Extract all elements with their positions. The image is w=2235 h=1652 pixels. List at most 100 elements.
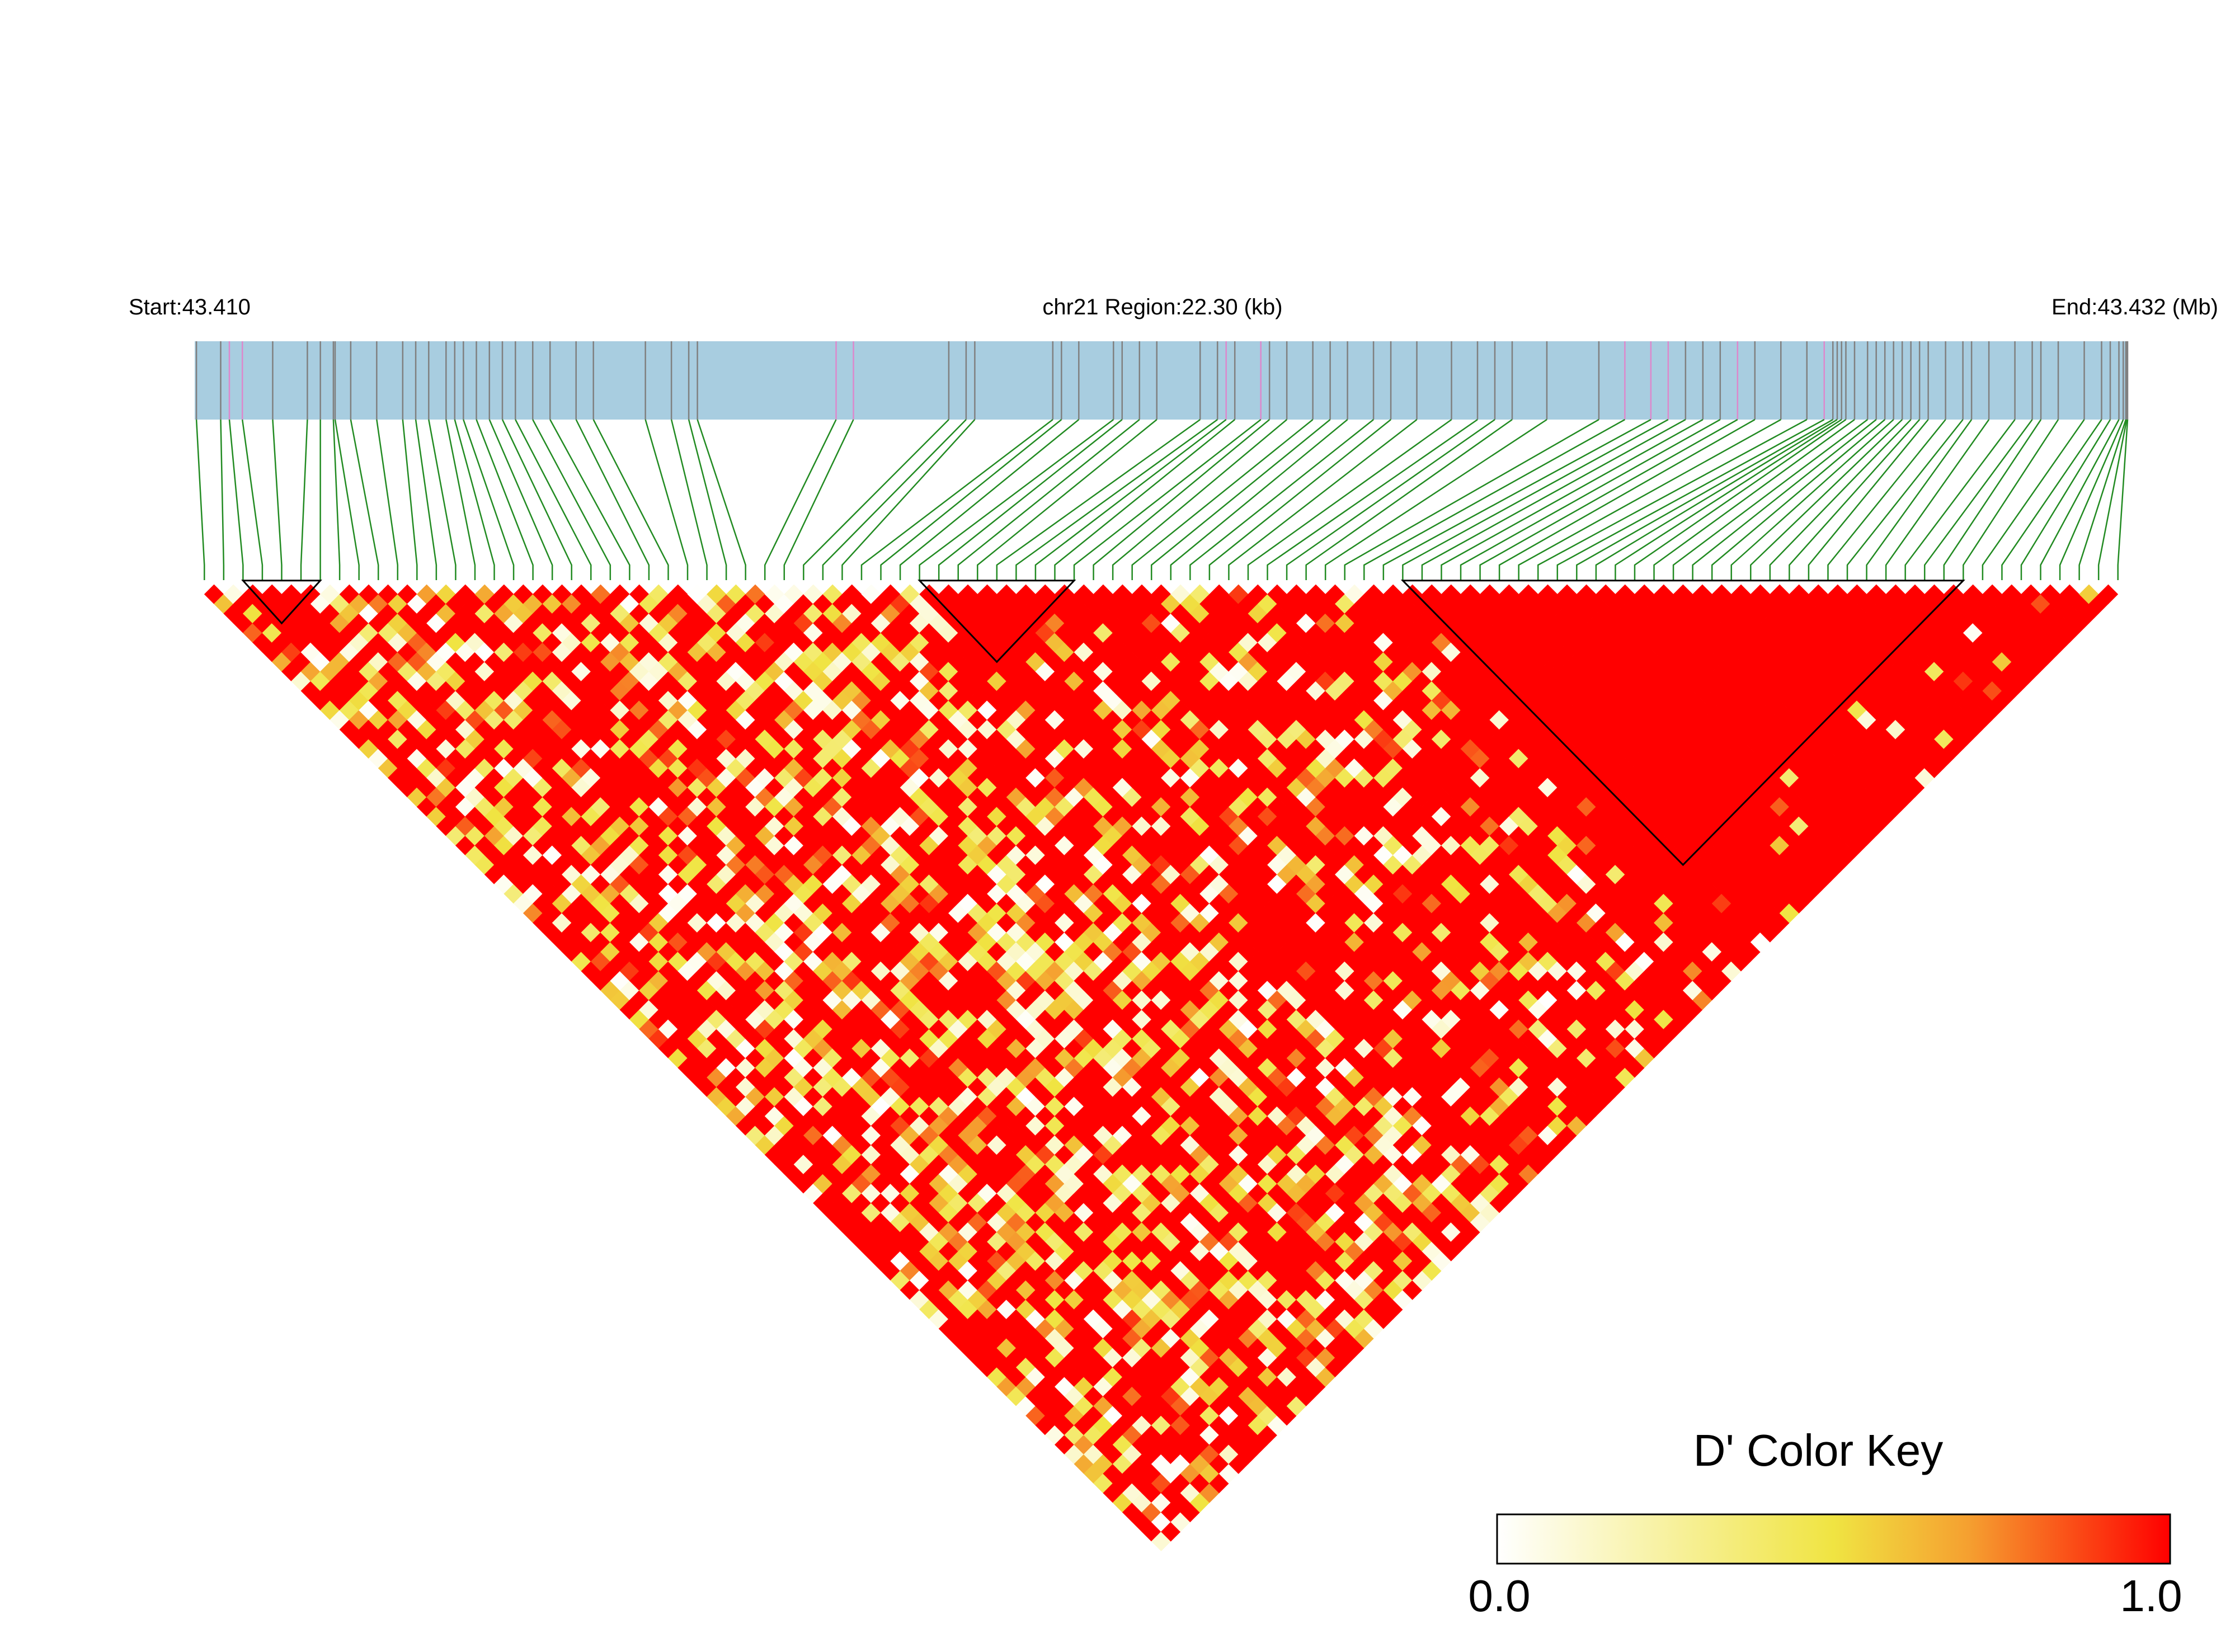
start-label: Start:43.410 [129, 295, 251, 319]
snp-connector [272, 419, 283, 580]
snp-connector [1441, 418, 1704, 580]
snp-connector [549, 419, 630, 580]
snp-connector [220, 419, 225, 580]
snp-connector [1615, 418, 1842, 580]
snp-connector [1228, 419, 1418, 580]
snp-connector [1885, 419, 1990, 580]
snp-connector [977, 419, 1158, 580]
snp-connector [1750, 419, 1903, 580]
snp-connector [1305, 418, 1513, 580]
snp-connector [1653, 418, 1855, 580]
snp-connector [1808, 419, 1929, 580]
snp-connector [334, 419, 360, 580]
snp-connector [1015, 418, 1218, 580]
snp-connector [1556, 418, 1825, 580]
snp-connector [957, 419, 1140, 580]
chromosome-track [195, 341, 2128, 420]
snp-connector [1402, 418, 1669, 580]
snp-connector [783, 419, 854, 580]
snp-connector [670, 419, 708, 580]
snp-connector [195, 419, 205, 580]
snp-connector [1479, 418, 1738, 580]
snp-connector [476, 419, 534, 580]
snp-connector [1789, 419, 1921, 580]
snp-connector [1576, 418, 1833, 580]
snp-connector [454, 419, 495, 580]
snp-connector [1866, 419, 1973, 580]
snp-connector [2078, 419, 2127, 580]
ld-heatmap [204, 584, 2119, 1551]
region-label: chr21 Region:22.30 (kb) [1042, 295, 1282, 319]
snp-connector [415, 419, 437, 580]
snp-connector [1286, 418, 1495, 580]
snp-connector [899, 419, 1080, 580]
snp-connector [376, 419, 399, 580]
snp-connector [803, 419, 949, 580]
snp-connector [822, 419, 967, 580]
snp-connector [1730, 419, 1894, 580]
snp-connector [764, 419, 837, 580]
snp-connector [2059, 419, 2124, 580]
snp-connector [1421, 418, 1686, 580]
snp-connector [300, 419, 308, 580]
snp-connector [532, 419, 611, 580]
snp-connector [428, 419, 457, 580]
snp-connector [1170, 419, 1348, 580]
snp-connector [1189, 419, 1374, 580]
snp-connector [1769, 419, 1912, 580]
snp-connector [919, 419, 1114, 580]
snp-connector [1382, 418, 1651, 580]
snp-connector [688, 419, 727, 580]
snp-connector [1247, 418, 1452, 580]
snp-connector [515, 419, 592, 580]
snp-connector [332, 419, 341, 580]
snp-connector [1460, 418, 1721, 580]
snp-connector [1537, 418, 1808, 580]
snp-connector [488, 419, 553, 580]
snp-connector [1672, 418, 1868, 580]
snp-connector [1267, 418, 1478, 580]
snp-connector [1208, 419, 1391, 580]
snp-connector [1498, 418, 1756, 580]
snp-connector [1073, 419, 1262, 580]
snp-connector [1518, 418, 1781, 580]
snp-connector [1324, 418, 1547, 580]
snp-connector [1344, 418, 1599, 580]
snp-connector [1093, 419, 1270, 580]
snp-connector [1150, 419, 1331, 580]
snp-connector-lines [195, 418, 2129, 580]
snp-connector [501, 419, 572, 580]
snp-connector [697, 419, 746, 580]
snp-ticks [195, 341, 2129, 420]
snp-connector [2020, 419, 2111, 580]
snp-connector [1034, 419, 1227, 580]
snp-connector [2040, 419, 2120, 580]
snp-connector [938, 419, 1123, 580]
snp-connector [241, 419, 264, 580]
snp-connector [445, 419, 476, 580]
snp-connector [1827, 419, 1946, 580]
snp-connector [1963, 419, 2059, 580]
snp-connector [463, 419, 515, 580]
snp-connector [1904, 419, 2016, 580]
snp-connector [575, 419, 650, 580]
snp-connector [860, 419, 1053, 580]
snp-connector [1923, 419, 2033, 580]
end-label: End:43.432 (Mb) [2052, 295, 2218, 319]
snp-connector [1711, 419, 1885, 580]
snp-connector [1982, 419, 2085, 580]
snp-connector [644, 419, 689, 580]
snp-connector [996, 418, 1201, 580]
snp-connector [1363, 418, 1625, 580]
snp-connector [2001, 419, 2102, 580]
snp-connector [350, 419, 379, 580]
snp-connector [2097, 419, 2128, 580]
snp-connector [1846, 419, 1964, 580]
snp-connector [1112, 419, 1287, 580]
snp-connector [1054, 419, 1235, 580]
snp-connector [1595, 418, 1838, 580]
snp-connector [841, 419, 976, 580]
snp-connector [880, 419, 1062, 580]
snp-connector [1943, 419, 2042, 580]
